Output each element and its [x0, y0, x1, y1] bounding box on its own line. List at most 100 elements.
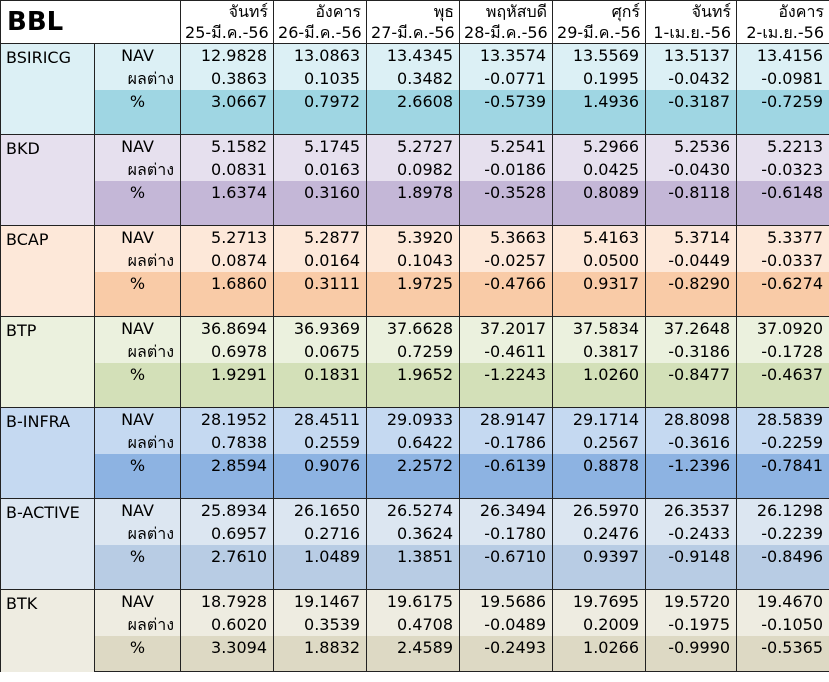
value-cell: 1.6374	[180, 181, 275, 226]
row-label: ผลต่าง	[93, 67, 182, 90]
value-cell: 1.9291	[180, 363, 275, 408]
fund-row-diff: ผลต่าง 0.6020 0.3539 0.4708 -0.0489 0.2009 -0.…	[1, 613, 829, 636]
header-date: 25-มี.ค.-56	[180, 22, 275, 44]
value-cell: 3.0667	[180, 90, 275, 135]
value-cell: 19.5720	[645, 589, 738, 613]
value-cell: -0.5365	[736, 636, 829, 672]
header-date: 27-มี.ค.-56	[366, 22, 461, 44]
value-cell: 2.7610	[180, 545, 275, 590]
value-cell: -0.1786	[459, 431, 554, 454]
fund-row-nav: BSIRICG NAV 12.9828 13.0863 13.4345 13.3574 13…	[0, 43, 829, 135]
value-cell: 1.9725	[366, 272, 461, 317]
header-date: 2-เม.ย.-56	[736, 22, 829, 44]
fund-name: BKD	[0, 134, 95, 226]
value-cell: 28.8098	[645, 407, 738, 431]
value-cell: 2.4589	[366, 636, 461, 672]
row-label: NAV	[93, 407, 182, 431]
value-cell: 0.1043	[366, 249, 461, 272]
value-cell: -0.1728	[736, 340, 829, 363]
value-cell: 1.8832	[273, 636, 368, 672]
value-cell: -0.1780	[459, 522, 554, 545]
value-cell: 2.2572	[366, 454, 461, 499]
value-cell: 37.2017	[459, 316, 554, 340]
header-date: 29-มี.ค.-56	[552, 22, 647, 44]
value-cell: 0.0675	[273, 340, 368, 363]
value-cell: 28.9147	[459, 407, 554, 431]
value-cell: -0.1975	[645, 613, 738, 636]
value-cell: 25.8934	[180, 498, 275, 522]
fund-row-nav: BTK NAV 18.7928 19.1467 19.6175 19.5686 19.769…	[0, 589, 829, 672]
header-day: อังคาร	[273, 0, 368, 22]
value-cell: 1.9652	[366, 363, 461, 408]
fund-row-pct: % 1.6860 0.3111 1.9725 -0.4766 0.9317 -0.8290-…	[1, 272, 829, 317]
value-cell: 1.8978	[366, 181, 461, 226]
value-cell: 13.0863	[273, 43, 368, 67]
row-label: NAV	[93, 225, 182, 249]
value-cell: 5.2536	[645, 134, 738, 158]
value-cell: 28.1952	[180, 407, 275, 431]
value-cell: 19.7695	[552, 589, 647, 613]
value-cell: -0.8477	[645, 363, 738, 408]
value-cell: 1.3851	[366, 545, 461, 590]
value-cell: 5.3920	[366, 225, 461, 249]
value-cell: -0.8290	[645, 272, 738, 317]
value-cell: 0.8089	[552, 181, 647, 226]
value-cell: 5.3377	[736, 225, 829, 249]
value-cell: 2.8594	[180, 454, 275, 499]
row-label: %	[93, 454, 182, 499]
value-cell: -0.5739	[459, 90, 554, 135]
value-cell: 26.1650	[273, 498, 368, 522]
value-cell: 0.0425	[552, 158, 647, 181]
value-cell: 0.2567	[552, 431, 647, 454]
value-cell: 36.8694	[180, 316, 275, 340]
value-cell: 0.7259	[366, 340, 461, 363]
row-label: %	[93, 181, 182, 226]
header-row-dates: 25-มี.ค.-56 26-มี.ค.-56 27-มี.ค.-56 28-มี.ค…	[1, 22, 829, 44]
value-cell: 0.2716	[273, 522, 368, 545]
value-cell: -0.3528	[459, 181, 554, 226]
row-label: NAV	[93, 498, 182, 522]
fund-name: BCAP	[0, 225, 95, 317]
value-cell: 0.6422	[366, 431, 461, 454]
value-cell: 5.4163	[552, 225, 647, 249]
value-cell: -0.8118	[645, 181, 738, 226]
fund-name: BTK	[0, 589, 95, 672]
value-cell: 12.9828	[180, 43, 275, 67]
value-cell: -0.0337	[736, 249, 829, 272]
fund-row-pct: % 3.0667 0.7972 2.6608 -0.5739 1.4936 -0.3187-…	[1, 90, 829, 135]
fund-row-diff: ผลต่าง 0.3863 0.1035 0.3482 -0.0771 0.1995 -0.…	[1, 67, 829, 90]
value-cell: 37.6628	[366, 316, 461, 340]
header-day: ศุกร์	[552, 0, 647, 22]
fund-row-diff: ผลต่าง 0.0874 0.0164 0.1043 -0.0257 0.0500 -0.…	[1, 249, 829, 272]
value-cell: 19.1467	[273, 589, 368, 613]
fund-name: BSIRICG	[0, 43, 95, 135]
fund-row-pct: % 3.3094 1.8832 2.4589 -0.2493 1.0266 -0.9990-…	[1, 636, 829, 672]
value-cell: 29.0933	[366, 407, 461, 431]
fund-name: BTP	[0, 316, 95, 408]
row-label: %	[93, 90, 182, 135]
value-cell: 1.0266	[552, 636, 647, 672]
value-cell: 5.2541	[459, 134, 554, 158]
header-day: อังคาร	[736, 0, 829, 22]
row-label: NAV	[93, 316, 182, 340]
value-cell: -0.0430	[645, 158, 738, 181]
row-label: ผลต่าง	[93, 158, 182, 181]
value-cell: 5.2727	[366, 134, 461, 158]
value-cell: -0.7259	[736, 90, 829, 135]
value-cell: 0.0164	[273, 249, 368, 272]
value-cell: -0.6139	[459, 454, 554, 499]
value-cell: 1.4936	[552, 90, 647, 135]
value-cell: -0.4766	[459, 272, 554, 317]
fund-row-nav: BCAP NAV 5.2713 5.2877 5.3920 5.3663 5.4163 5.3…	[0, 225, 829, 317]
value-cell: -0.1050	[736, 613, 829, 636]
row-label: NAV	[93, 134, 182, 158]
row-label: ผลต่าง	[93, 613, 182, 636]
fund-row-nav: BKD NAV 5.1582 5.1745 5.2727 5.2541 5.2966 5.25…	[0, 134, 829, 226]
table-title: BBL	[0, 0, 182, 44]
value-cell: 0.4708	[366, 613, 461, 636]
value-cell: 2.6608	[366, 90, 461, 135]
value-cell: -0.0186	[459, 158, 554, 181]
value-cell: 0.0831	[180, 158, 275, 181]
row-label: ผลต่าง	[93, 431, 182, 454]
